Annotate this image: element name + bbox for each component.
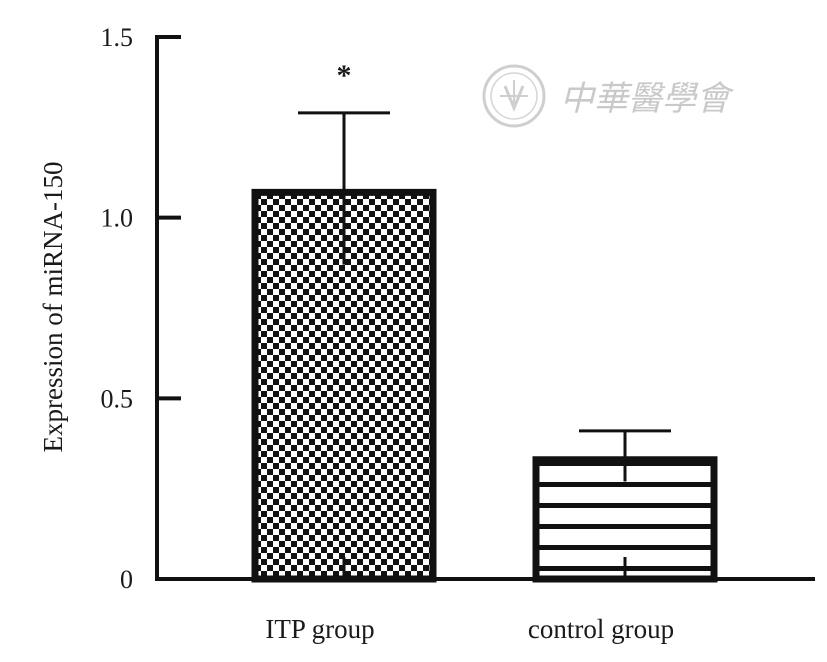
bar-itp-group: [251, 188, 437, 583]
plot-area: 0 0.5 1.0 1.5 * ITP group control group: [101, 23, 815, 644]
x-category-label: control group: [528, 614, 674, 644]
y-tick-label: 0.5: [101, 384, 134, 413]
society-seal-icon: [482, 64, 546, 128]
y-tick-label: 0: [120, 565, 133, 594]
significance-marker: *: [337, 59, 352, 92]
watermark: 中華醫學會: [482, 64, 735, 128]
y-axis-title: Expression of miRNA-150: [38, 162, 68, 453]
x-category-label: ITP group: [265, 614, 374, 644]
watermark-text: 中華醫學會: [560, 79, 735, 119]
y-tick-label: 1.0: [101, 204, 134, 233]
y-tick-label: 1.5: [101, 23, 134, 52]
